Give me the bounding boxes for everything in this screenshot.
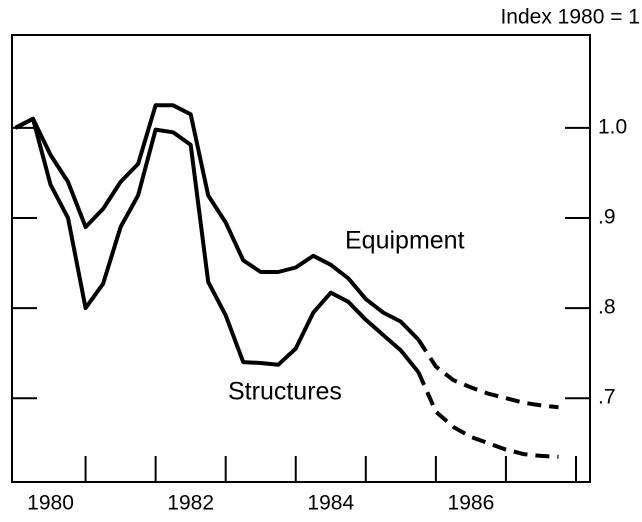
y-tick-label: 1.0 [598,115,627,138]
y-tick-label: .7 [598,386,616,409]
axis-note: Index 1980 = 1 [500,6,640,29]
y-tick-label: .9 [598,205,616,228]
x-tick-label: 1980 [27,492,74,515]
x-tick-label: 1984 [307,492,354,515]
series-label: Structures [228,378,342,406]
series-projection [416,338,559,410]
plot-frame [11,34,591,483]
x-tick-label: 1986 [448,492,495,515]
series-line [14,103,420,341]
series-line [14,116,420,374]
series-label: Equipment [345,227,465,255]
x-tick-label: 1982 [167,492,214,515]
y-tick-label: .8 [598,296,616,319]
series-projection [416,371,559,459]
